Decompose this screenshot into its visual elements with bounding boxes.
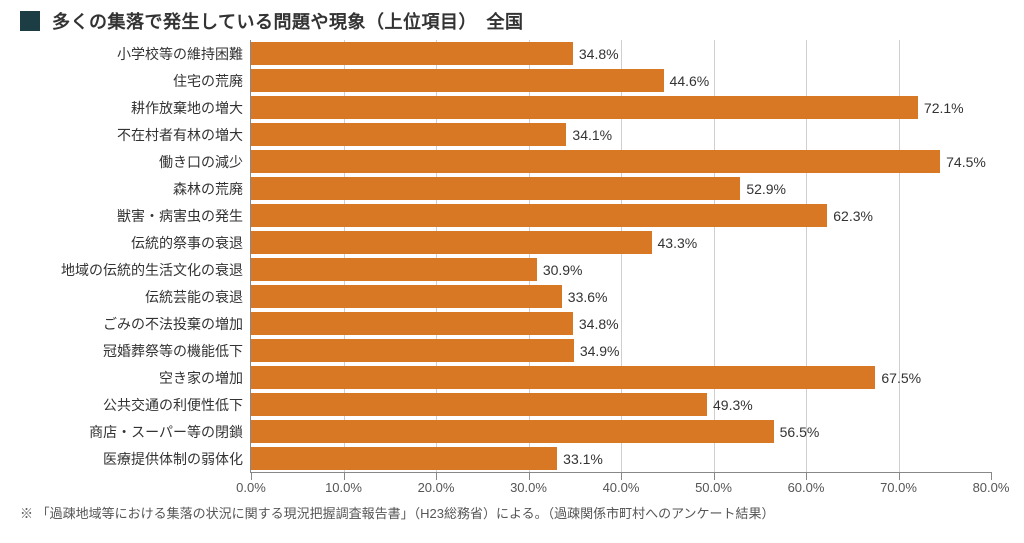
category-label: 伝統芸能の衰退 — [43, 287, 243, 307]
x-axis-label: 40.0% — [603, 480, 640, 495]
bar-value-label: 67.5% — [881, 370, 921, 386]
bar — [251, 177, 740, 200]
x-axis-label: 0.0% — [236, 480, 266, 495]
bar-value-label: 52.9% — [746, 181, 786, 197]
bar — [251, 231, 652, 254]
category-label: 冠婚葬祭等の機能低下 — [43, 341, 243, 361]
bar-row: 公共交通の利便性低下49.3% — [251, 391, 991, 418]
chart-title-row: 多くの集落で発生している問題や現象（上位項目） 全国 — [20, 8, 1004, 34]
bar-row: 森林の荒廃52.9% — [251, 175, 991, 202]
category-label: 耕作放棄地の増大 — [43, 98, 243, 118]
bar — [251, 393, 707, 416]
category-label: 小学校等の維持困難 — [43, 44, 243, 64]
bar — [251, 447, 557, 470]
x-tick — [436, 472, 437, 480]
bar-row: 地域の伝統的生活文化の衰退30.9% — [251, 256, 991, 283]
category-label: 伝統的祭事の衰退 — [43, 233, 243, 253]
bar-row: 冠婚葬祭等の機能低下34.9% — [251, 337, 991, 364]
bar-row: 働き口の減少74.5% — [251, 148, 991, 175]
bar-row: 医療提供体制の弱体化33.1% — [251, 445, 991, 472]
x-tick — [529, 472, 530, 480]
x-axis-label: 20.0% — [418, 480, 455, 495]
bar-value-label: 34.8% — [579, 316, 619, 332]
footnote: ※ 「過疎地域等における集落の状況に関する現況把握調査報告書」（H23総務省）に… — [20, 503, 1004, 522]
bar-value-label: 74.5% — [946, 154, 986, 170]
x-axis-label: 50.0% — [695, 480, 732, 495]
bar-value-label: 56.5% — [780, 424, 820, 440]
x-tick — [344, 472, 345, 480]
bar-row: 不在村者有林の増大34.1% — [251, 121, 991, 148]
bar — [251, 339, 574, 362]
bar — [251, 69, 664, 92]
bar-row: 商店・スーパー等の閉鎖56.5% — [251, 418, 991, 445]
title-marker-icon — [20, 11, 40, 31]
x-tick — [899, 472, 900, 480]
bar-row: 住宅の荒廃44.6% — [251, 67, 991, 94]
bar — [251, 312, 573, 335]
x-tick — [806, 472, 807, 480]
bar-value-label: 62.3% — [833, 208, 873, 224]
bar-value-label: 49.3% — [713, 397, 753, 413]
category-label: ごみの不法投棄の増加 — [43, 314, 243, 334]
bar — [251, 420, 774, 443]
bar-row: 耕作放棄地の増大72.1% — [251, 94, 991, 121]
bar-value-label: 30.9% — [543, 262, 583, 278]
bar-value-label: 34.8% — [579, 46, 619, 62]
x-tick — [251, 472, 252, 480]
category-label: 空き家の増加 — [43, 368, 243, 388]
bar — [251, 366, 875, 389]
x-axis-label: 80.0% — [973, 480, 1010, 495]
category-label: 森林の荒廃 — [43, 179, 243, 199]
chart: 0.0%10.0%20.0%30.0%40.0%50.0%60.0%70.0%8… — [50, 40, 994, 473]
bar-row: 伝統芸能の衰退33.6% — [251, 283, 991, 310]
bar — [251, 42, 573, 65]
bar-value-label: 34.9% — [580, 343, 620, 359]
bar — [251, 123, 566, 146]
category-label: 獣害・病害虫の発生 — [43, 206, 243, 226]
x-tick — [714, 472, 715, 480]
x-axis-label: 70.0% — [880, 480, 917, 495]
category-label: 公共交通の利便性低下 — [43, 395, 243, 415]
plot-area: 0.0%10.0%20.0%30.0%40.0%50.0%60.0%70.0%8… — [250, 40, 991, 473]
bar — [251, 96, 918, 119]
bar-row: 伝統的祭事の衰退43.3% — [251, 229, 991, 256]
category-label: 医療提供体制の弱体化 — [43, 449, 243, 469]
x-axis-label: 30.0% — [510, 480, 547, 495]
bar-row: ごみの不法投棄の増加34.8% — [251, 310, 991, 337]
bar-row: 小学校等の維持困難34.8% — [251, 40, 991, 67]
bar-value-label: 33.1% — [563, 451, 603, 467]
bar — [251, 285, 562, 308]
x-axis-label: 60.0% — [788, 480, 825, 495]
bar-value-label: 43.3% — [658, 235, 698, 251]
x-tick — [621, 472, 622, 480]
bar-value-label: 34.1% — [572, 127, 612, 143]
category-label: 住宅の荒廃 — [43, 71, 243, 91]
bar-row: 獣害・病害虫の発生62.3% — [251, 202, 991, 229]
chart-title: 多くの集落で発生している問題や現象（上位項目） 全国 — [52, 8, 523, 34]
x-axis-label: 10.0% — [325, 480, 362, 495]
bar-row: 空き家の増加67.5% — [251, 364, 991, 391]
x-tick — [991, 472, 992, 480]
bar-value-label: 72.1% — [924, 100, 964, 116]
bar-value-label: 33.6% — [568, 289, 608, 305]
category-label: 商店・スーパー等の閉鎖 — [43, 422, 243, 442]
bar-value-label: 44.6% — [670, 73, 710, 89]
bar — [251, 258, 537, 281]
category-label: 地域の伝統的生活文化の衰退 — [43, 260, 243, 280]
category-label: 働き口の減少 — [43, 152, 243, 172]
page: 多くの集落で発生している問題や現象（上位項目） 全国 0.0%10.0%20.0… — [0, 0, 1024, 543]
bar — [251, 204, 827, 227]
bar — [251, 150, 940, 173]
category-label: 不在村者有林の増大 — [43, 125, 243, 145]
